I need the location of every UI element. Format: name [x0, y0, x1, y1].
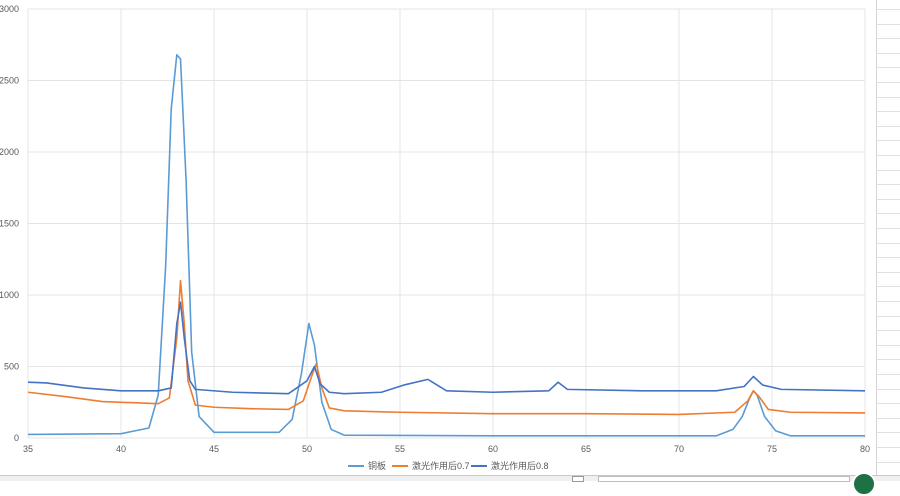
sheet-row-line	[877, 418, 900, 419]
x-tick-label: 55	[395, 444, 405, 454]
x-tick-label: 60	[488, 444, 498, 454]
sheet-row-line	[877, 9, 900, 10]
sheet-row-line	[877, 67, 900, 68]
spreadsheet-grid-strip	[876, 0, 900, 475]
line-chart: 0 500 1000 1500 2000 2500 3000 35 40 45 50 55 60 65 70…	[0, 4, 870, 471]
x-tick-label: 70	[674, 444, 684, 454]
x-tick-label: 80	[860, 444, 870, 454]
legend-label-1: 铜板	[368, 460, 386, 471]
sheet-row-line	[877, 140, 900, 141]
sheet-row-line	[877, 359, 900, 360]
y-tick-label: 1000	[0, 290, 19, 300]
y-tick-label: 1500	[0, 219, 19, 229]
sheet-row-line	[877, 272, 900, 273]
sheet-row-line	[877, 345, 900, 346]
sheet-row-line	[877, 316, 900, 317]
x-tick-label: 40	[116, 444, 126, 454]
y-tick-label: 0	[14, 433, 19, 443]
sheet-row-line	[877, 155, 900, 156]
sheet-row-line	[877, 257, 900, 258]
status-bar	[0, 475, 900, 481]
sheet-row-line	[877, 301, 900, 302]
horizontal-scrollbar[interactable]	[598, 476, 850, 482]
legend-label-3: 激光作用后0.8	[491, 460, 549, 471]
sheet-row-line	[877, 447, 900, 448]
sheet-row-line	[877, 374, 900, 375]
series-line-1	[27, 53, 865, 437]
x-tick-label: 65	[581, 444, 591, 454]
series-lines	[27, 53, 866, 437]
sheet-row-line	[877, 38, 900, 39]
series-line-2	[27, 279, 866, 416]
legend-label-2: 激光作用后0.7	[412, 460, 470, 471]
sheet-row-line	[877, 403, 900, 404]
sheet-row-line	[877, 389, 900, 390]
sheet-scroll-thumb[interactable]	[572, 476, 584, 482]
sheet-row-line	[877, 330, 900, 331]
axis-tick-labels: 0 500 1000 1500 2000 2500 3000 35 40 45 50 55 60 65 70…	[0, 4, 870, 454]
sheet-row-line	[877, 199, 900, 200]
gridlines	[27, 8, 866, 439]
legend: 铜板 激光作用后0.7 激光作用后0.8	[348, 460, 549, 471]
y-tick-label: 500	[4, 362, 19, 372]
sheet-row-line	[877, 432, 900, 433]
sheet-row-line	[877, 286, 900, 287]
sheet-row-line	[877, 462, 900, 463]
x-tick-label: 75	[767, 444, 777, 454]
sheet-row-line	[877, 228, 900, 229]
excel-app-icon[interactable]	[852, 472, 876, 496]
y-tick-label: 2500	[0, 76, 19, 86]
series-line-3	[27, 301, 866, 395]
y-tick-label: 3000	[0, 4, 19, 14]
chart-area[interactable]: 0 500 1000 1500 2000 2500 3000 35 40 45 50 55 60 65 70…	[0, 0, 876, 475]
sheet-row-line	[877, 97, 900, 98]
x-tick-label: 35	[23, 444, 33, 454]
sheet-row-line	[877, 243, 900, 244]
y-tick-label: 2000	[0, 147, 19, 157]
x-tick-label: 45	[209, 444, 219, 454]
sheet-row-line	[877, 82, 900, 83]
x-tick-label: 50	[302, 444, 312, 454]
sheet-row-line	[877, 170, 900, 171]
sheet-row-line	[877, 184, 900, 185]
sheet-row-line	[877, 126, 900, 127]
sheet-row-line	[877, 111, 900, 112]
sheet-row-line	[877, 213, 900, 214]
sheet-row-line	[877, 24, 900, 25]
sheet-row-line	[877, 53, 900, 54]
